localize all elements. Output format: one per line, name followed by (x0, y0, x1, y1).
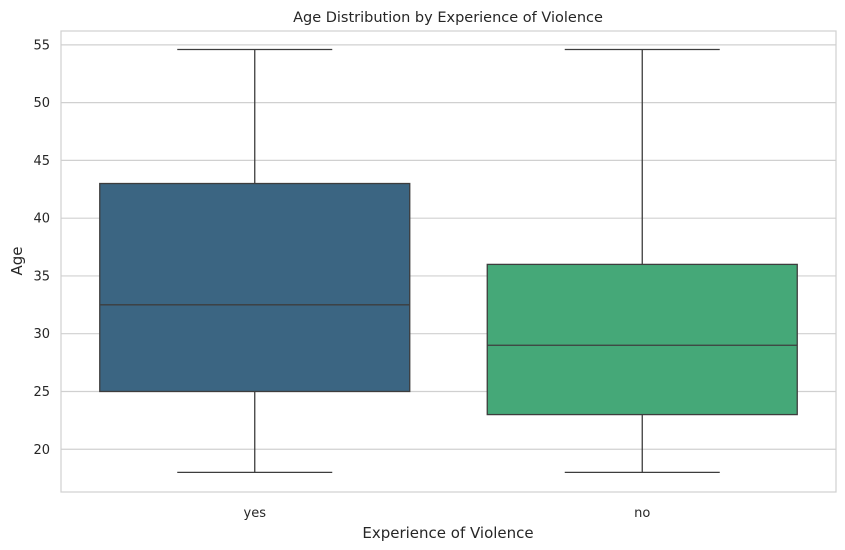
x-tick-label: no (634, 506, 650, 521)
y-tick-label: 35 (33, 269, 50, 284)
x-tick-label: yes (244, 506, 267, 521)
plot-frame (60, 30, 837, 493)
chart-title: Age Distribution by Experience of Violen… (293, 10, 603, 26)
iqr-box (99, 182, 411, 393)
iqr-box (486, 263, 798, 416)
x-axis-title: Experience of Violence (362, 524, 533, 542)
y-tick-label: 45 (33, 154, 50, 169)
box-yes (99, 48, 411, 474)
x-tick-labels: yes no (244, 506, 651, 521)
y-tick-label: 55 (33, 38, 50, 53)
y-tick-labels: 20 25 30 35 40 45 50 55 (33, 38, 50, 457)
boxes (99, 48, 798, 474)
box-no (486, 48, 798, 474)
y-tick-label: 20 (33, 443, 50, 458)
y-tick-label: 30 (33, 327, 50, 342)
y-tick-label: 40 (33, 212, 50, 227)
y-axis-title: Age (8, 246, 26, 275)
y-tick-label: 25 (33, 385, 50, 400)
y-tick-label: 50 (33, 96, 50, 111)
